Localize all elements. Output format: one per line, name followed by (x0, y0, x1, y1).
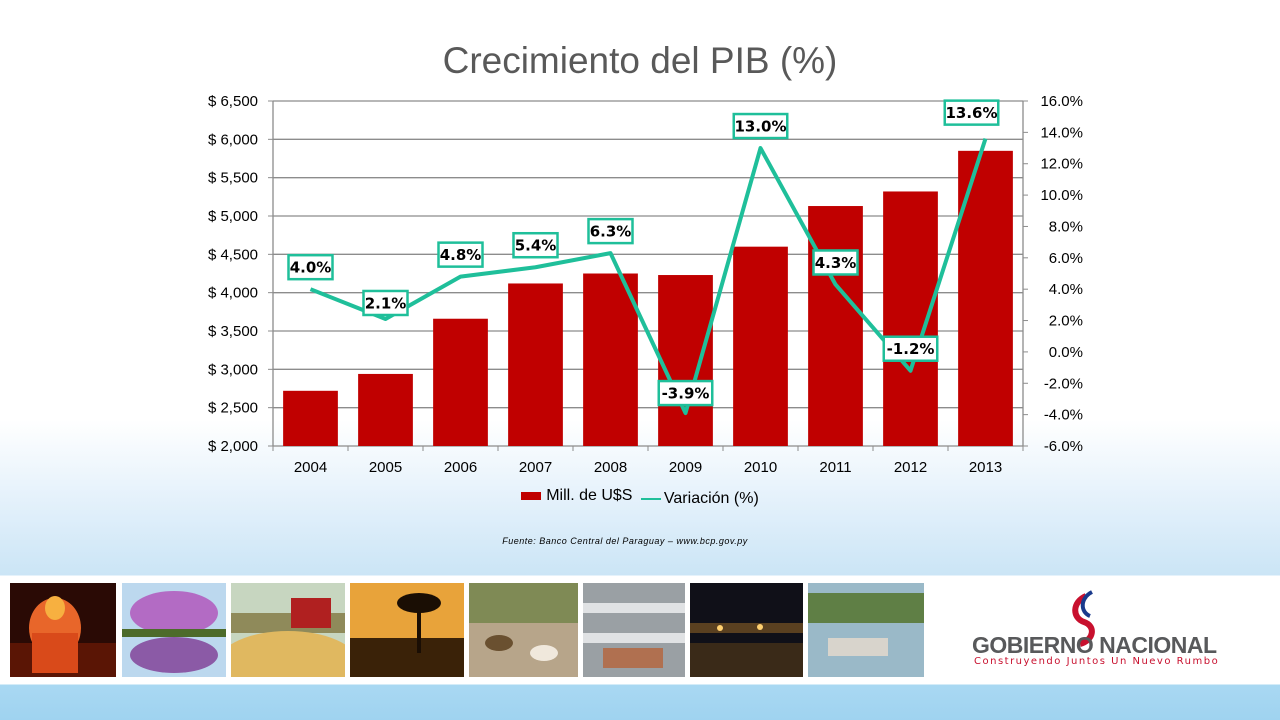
logo-tagline: Construyendo Juntos Un Nuevo Rumbo (974, 656, 1220, 667)
data-label-box (882, 335, 939, 362)
left-tick-label: $ 3,500 (208, 323, 258, 340)
right-tick-label: -4.0% (1044, 407, 1083, 424)
category-label: 2010 (744, 459, 777, 476)
data-label-box (362, 289, 409, 317)
left-tick-label: $ 3,000 (208, 361, 258, 378)
data-label: 4.0% (290, 259, 332, 277)
data-label: 5.4% (515, 237, 557, 255)
photo-cattle-herd (469, 583, 578, 677)
photo-factory-floor (583, 583, 685, 677)
data-label: 4.8% (440, 246, 482, 264)
photo-soybean-harvest (231, 583, 345, 677)
gdp-chart: $ 2,000 $ 2,500 $ 3,000 $ 3,500 $ 4,000 $ 4,5… (208, 93, 1083, 476)
bar (358, 373, 413, 446)
left-tick-label: $ 2,500 (208, 400, 258, 417)
category-label: 2009 (669, 459, 702, 476)
bar (883, 191, 938, 446)
category-label: 2013 (969, 459, 1002, 476)
data-label: -3.9% (662, 385, 710, 403)
variation-line (309, 138, 988, 416)
data-label-box (587, 217, 634, 245)
data-label-box (812, 249, 859, 276)
left-tick-label: $ 5,500 (208, 170, 258, 187)
category-label: 2006 (444, 459, 477, 476)
legend-line-swatch (640, 498, 661, 500)
category-label: 2007 (519, 459, 552, 476)
line-series (309, 138, 988, 416)
left-tick-label: $ 5,000 (208, 208, 258, 225)
right-tick-label: 8.0% (1049, 218, 1083, 235)
right-tick-label: 0.0% (1049, 344, 1083, 361)
data-label-box (943, 99, 1000, 126)
legend-label-bars: Mill. de U$S (546, 487, 633, 504)
category-label: 2004 (294, 459, 327, 476)
data-label: 13.6% (945, 104, 997, 122)
left-tick-label: $ 2,000 (208, 438, 258, 455)
right-tick-label: 2.0% (1049, 313, 1083, 330)
legend-label-line: Variación (%) (663, 490, 759, 507)
chart-title: Crecimiento del PIB (%) (442, 40, 838, 81)
category-axis-labels: 2004 2005 2006 2007 2008 2009 2010 2011 2012 2013 (294, 459, 1002, 476)
photo-palm-tree-sunset (350, 583, 464, 677)
gobierno-nacional-logo (1072, 590, 1095, 647)
right-tick-label: 16.0% (1040, 93, 1083, 110)
left-tick-label: $ 4,000 (208, 285, 258, 302)
data-label: -1.2% (887, 340, 935, 358)
photo-port-at-night (690, 583, 803, 677)
legend-bar-swatch (521, 492, 542, 500)
bar (658, 275, 713, 446)
logo-wordmark: GOBIERNO NACIONAL (972, 632, 1217, 658)
data-label-box (657, 379, 714, 407)
data-label-box (287, 253, 334, 281)
left-tick-label: $ 4,500 (208, 246, 258, 263)
right-tick-label: 4.0% (1049, 281, 1083, 298)
bar (283, 390, 338, 446)
left-tick-label: $ 6,000 (208, 131, 258, 148)
right-tick-label: 10.0% (1040, 187, 1083, 204)
data-label: 4.3% (815, 254, 857, 272)
photo-purple-tree-reflection (122, 583, 226, 677)
category-label: 2012 (894, 459, 927, 476)
chart-legend: Mill. de U$S Variación (%) (0, 487, 1280, 508)
data-label: 2.1% (365, 294, 407, 312)
category-label: 2005 (369, 459, 402, 476)
category-label: 2011 (819, 459, 851, 476)
line-data-labels: 4.0% 2.1% 4.8% 5.4% 6.3% -3.9% 13.0% 4.3% -1.2% 1… (287, 99, 1000, 407)
data-label: 6.3% (590, 223, 632, 241)
right-tick-label: -6.0% (1044, 438, 1083, 455)
bar (583, 273, 638, 446)
data-label-box (437, 241, 484, 268)
right-tick-label: 12.0% (1040, 156, 1083, 173)
photo-palace-at-night (10, 583, 116, 677)
left-axis-ticks: $ 2,000 $ 2,500 $ 3,000 $ 3,500 $ 4,000 $ 4,5… (208, 93, 258, 455)
bar (508, 283, 563, 446)
legend-item-bars: Mill. de U$S (521, 487, 632, 505)
right-tick-label: -2.0% (1044, 375, 1083, 392)
source-note: Fuente: Banco Central del Paraguay – www… (502, 536, 748, 546)
legend-item-line: Variación (%) (640, 490, 759, 508)
bar (433, 318, 488, 446)
bar (808, 206, 863, 446)
data-label: 13.0% (734, 118, 786, 136)
right-axis-ticks: -6.0% -4.0% -2.0% 0.0% 2.0% 4.0% 6.0% 8.0% 10.0%… (1040, 93, 1083, 455)
photo-river-barge (808, 583, 924, 677)
bar (733, 246, 788, 446)
left-tick-label: $ 6,500 (208, 93, 258, 110)
data-label-box (512, 231, 559, 259)
right-tick-label: 6.0% (1049, 250, 1083, 267)
category-label: 2008 (594, 459, 627, 476)
right-tick-label: 14.0% (1040, 124, 1083, 141)
data-label-box (732, 112, 789, 140)
